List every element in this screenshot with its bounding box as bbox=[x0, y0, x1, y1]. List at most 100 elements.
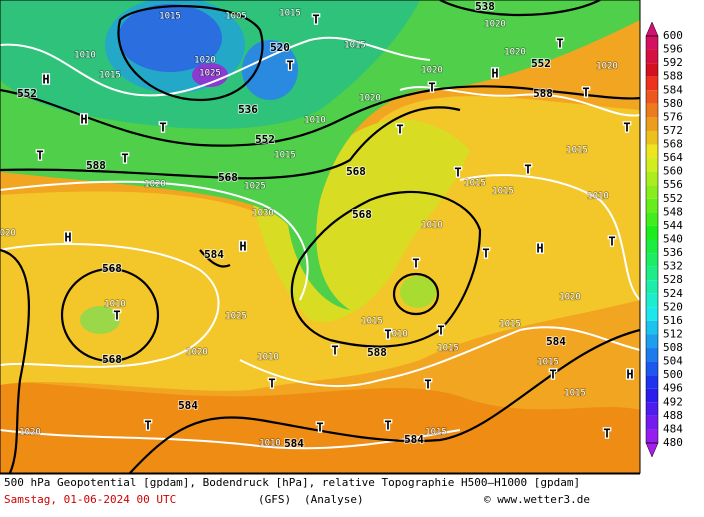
isobar-label: 1005 bbox=[225, 12, 247, 22]
pressure-center: T bbox=[384, 419, 391, 433]
colorbar-swatch bbox=[646, 293, 658, 308]
colorbar-swatch bbox=[646, 334, 658, 349]
pressure-center: T bbox=[603, 427, 610, 441]
isobar-label: 1015 bbox=[566, 146, 588, 156]
isobar-label: 1025 bbox=[199, 69, 221, 79]
colorbar-arrow-bottom bbox=[645, 442, 659, 458]
colorbar-label: 540 bbox=[663, 233, 683, 246]
footer-description: 500 hPa Geopotential [gpdam], Bodendruck… bbox=[4, 476, 580, 489]
colorbar-label: 600 bbox=[663, 29, 683, 42]
light-green-region bbox=[400, 276, 436, 308]
pressure-center: T bbox=[412, 257, 419, 271]
colorbar-swatch bbox=[646, 307, 658, 321]
isobar-label: 1020 bbox=[359, 94, 381, 104]
isobar-label: 1020 bbox=[0, 229, 16, 239]
colorbar-label: 532 bbox=[663, 260, 683, 273]
colorbar-label: 484 bbox=[663, 422, 683, 435]
pressure-center: T bbox=[454, 166, 461, 180]
pressure-center: T bbox=[113, 309, 120, 323]
contour-label: 568 bbox=[352, 208, 372, 221]
colorbar-label: 580 bbox=[663, 97, 683, 110]
contour bbox=[439, 0, 601, 17]
contour-label: 552 bbox=[531, 57, 551, 70]
colorbar-swatch bbox=[646, 402, 658, 416]
pressure-center: T bbox=[437, 324, 444, 338]
colorbar-swatch bbox=[646, 158, 658, 172]
isobar-label: 1020 bbox=[559, 293, 581, 303]
contour-label: 568 bbox=[346, 165, 366, 178]
isobar-label: 1010 bbox=[104, 300, 126, 310]
isobar-label: 1015 bbox=[464, 179, 486, 189]
blue-region bbox=[118, 4, 222, 72]
isobar-label: 1015 bbox=[499, 320, 521, 330]
colorbar-label: 552 bbox=[663, 192, 683, 205]
colorbar-swatch bbox=[646, 253, 658, 267]
contour-label: 552 bbox=[17, 87, 37, 100]
colorbar-frame bbox=[645, 35, 659, 444]
colorbar-swatch bbox=[646, 103, 658, 118]
isobar-label: 1015 bbox=[344, 41, 366, 51]
isobar-label: 1020 bbox=[596, 62, 618, 72]
colorbar-swatch bbox=[646, 361, 658, 376]
colorbar-swatch bbox=[646, 76, 658, 91]
colorbar-label: 488 bbox=[663, 409, 683, 422]
colorbar-swatch bbox=[646, 415, 658, 430]
colorbar-swatch bbox=[646, 63, 658, 77]
contour-label: 588 bbox=[86, 159, 106, 172]
colorbar-swatch bbox=[646, 225, 658, 240]
contour bbox=[0, 248, 31, 474]
contour bbox=[199, 249, 231, 268]
pressure-center: H bbox=[491, 67, 498, 81]
isobar-label: 1025 bbox=[244, 182, 266, 192]
pressure-center: T bbox=[556, 37, 563, 51]
isobar bbox=[239, 326, 641, 388]
isobar-label: 1015 bbox=[437, 344, 459, 354]
contour-label: 584 bbox=[404, 433, 424, 446]
contour-label: 568 bbox=[102, 353, 122, 366]
contour-label: 588 bbox=[533, 87, 553, 100]
pressure-center: T bbox=[331, 344, 338, 358]
pressure-center: T bbox=[36, 149, 43, 163]
map-labels: 552 588 568 568 568 552 536 520 538 552 588 584 568 5… bbox=[0, 0, 635, 451]
pressure-center: T bbox=[424, 378, 431, 392]
colorbar-swatch bbox=[646, 171, 658, 186]
isobar-label: 1020 bbox=[19, 428, 41, 438]
isobar-label: 1010 bbox=[386, 330, 408, 340]
isobar-label: 1015 bbox=[361, 317, 383, 327]
orange-region bbox=[0, 380, 640, 473]
contour bbox=[117, 4, 264, 102]
pressure-center: H bbox=[80, 113, 87, 127]
isobar-label: 1025 bbox=[225, 312, 247, 322]
isobar-label: 1015 bbox=[279, 9, 301, 19]
pressure-center: T bbox=[384, 328, 391, 342]
colorbar-swatch bbox=[646, 320, 658, 335]
isobar-label: 1015 bbox=[159, 12, 181, 22]
footer-source: © www.wetter3.de bbox=[484, 493, 590, 506]
contour-label: 538 bbox=[475, 0, 495, 13]
colorbar-label: 572 bbox=[663, 124, 683, 137]
colorbar-label: 500 bbox=[663, 368, 683, 381]
contour-label: 568 bbox=[218, 171, 238, 184]
isobar bbox=[399, 86, 641, 117]
colorbar-swatch bbox=[646, 375, 658, 389]
isobar bbox=[459, 174, 641, 301]
map: 552 588 568 568 568 552 536 520 538 552 588 584 568 5… bbox=[0, 0, 641, 474]
colorbar-label: 548 bbox=[663, 205, 683, 218]
colorbar-swatch bbox=[646, 90, 658, 104]
blue-region bbox=[242, 40, 298, 100]
contour-label: 584 bbox=[178, 399, 198, 412]
colorbar-label: 596 bbox=[663, 43, 683, 56]
colorbar-swatch bbox=[646, 212, 658, 226]
colorbar-label: 576 bbox=[663, 110, 683, 123]
pressure-center: T bbox=[608, 235, 615, 249]
colorbar-label: 556 bbox=[663, 178, 683, 191]
contour bbox=[290, 190, 482, 348]
contours bbox=[0, 0, 641, 474]
pressure-center: T bbox=[623, 121, 630, 135]
colorbar-label: 544 bbox=[663, 219, 683, 232]
colorbar-label: 524 bbox=[663, 287, 683, 300]
colorbar-label: 568 bbox=[663, 138, 683, 151]
isobar bbox=[0, 243, 220, 368]
pressure-center: T bbox=[428, 81, 435, 95]
contour bbox=[392, 272, 440, 316]
